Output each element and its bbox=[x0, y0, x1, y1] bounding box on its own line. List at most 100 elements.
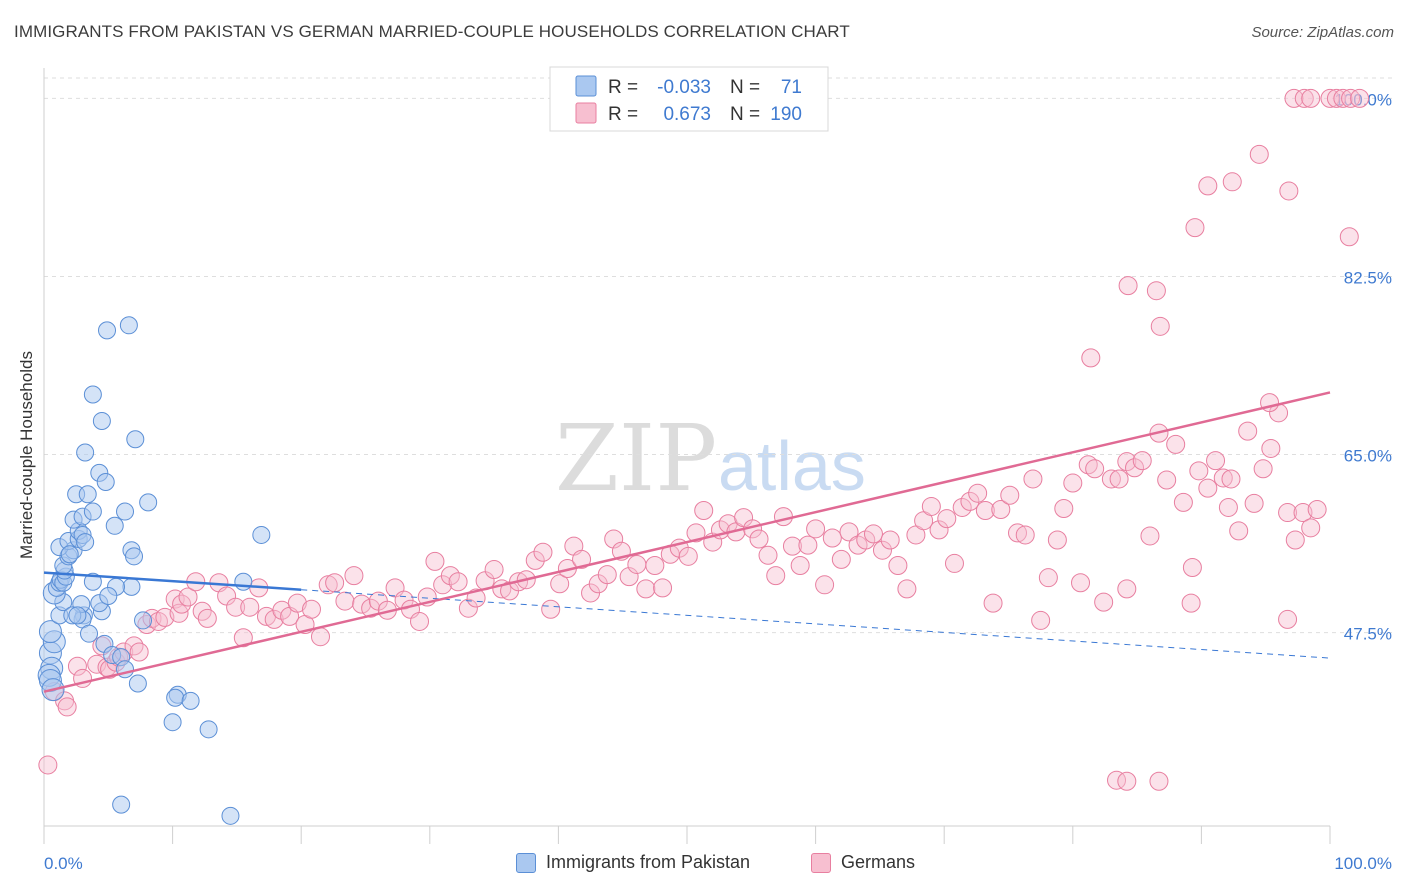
legend-label-pakistan: Immigrants from Pakistan bbox=[546, 852, 751, 872]
germans-point bbox=[466, 588, 486, 608]
germans-point bbox=[1278, 503, 1298, 523]
germans-point bbox=[888, 555, 908, 575]
germans-point bbox=[1094, 592, 1114, 612]
germans-point bbox=[1081, 348, 1101, 368]
legend-item-germans[interactable]: Germans bbox=[811, 852, 915, 873]
germans-point bbox=[272, 600, 292, 620]
germans-point bbox=[1101, 469, 1121, 489]
germans-point bbox=[798, 535, 818, 555]
stats-legend-swatch bbox=[575, 75, 597, 97]
germans-point bbox=[550, 574, 570, 594]
germans-point bbox=[410, 611, 430, 631]
germans-point bbox=[1166, 434, 1186, 454]
germans-point bbox=[57, 697, 77, 717]
germans-point bbox=[310, 627, 330, 647]
pakistan-point bbox=[221, 806, 240, 825]
germans-point bbox=[301, 599, 321, 619]
germans-point bbox=[815, 575, 835, 595]
pakistan-point bbox=[139, 493, 158, 512]
germans-point bbox=[1063, 473, 1083, 493]
germans-point bbox=[627, 554, 647, 574]
source-label: Source: ZipAtlas.com bbox=[1251, 24, 1394, 41]
pakistan-point bbox=[199, 720, 218, 739]
germans-point bbox=[1125, 458, 1145, 478]
germans-point bbox=[831, 549, 851, 569]
germans-point bbox=[1182, 558, 1202, 578]
germans-point bbox=[937, 509, 957, 529]
pakistan-point bbox=[76, 443, 95, 462]
germans-point bbox=[619, 567, 639, 587]
pakistan-point bbox=[122, 577, 141, 596]
germans-point bbox=[822, 528, 842, 548]
legend-swatch-blue bbox=[516, 852, 536, 873]
pakistan-point bbox=[83, 572, 102, 591]
pakistan-point bbox=[83, 502, 102, 521]
germans-point bbox=[880, 530, 900, 550]
germans-point bbox=[1261, 438, 1281, 458]
germans-point bbox=[1244, 493, 1264, 513]
pakistan-point bbox=[116, 502, 135, 521]
germans-point bbox=[572, 549, 592, 569]
germans-point bbox=[325, 573, 345, 593]
pakistan-point bbox=[99, 587, 118, 606]
germans-point bbox=[1149, 771, 1169, 791]
germans-point bbox=[968, 483, 988, 503]
germans-point bbox=[952, 497, 972, 517]
germans-point bbox=[1000, 485, 1020, 505]
pakistan-point bbox=[252, 525, 271, 544]
germans-point bbox=[458, 598, 478, 618]
germans-point bbox=[983, 593, 1003, 613]
stats-n-label: N = bbox=[730, 104, 760, 125]
stats-legend-swatch bbox=[575, 102, 597, 124]
germans-point bbox=[1206, 451, 1226, 471]
germans-point bbox=[1222, 172, 1242, 192]
germans-point bbox=[856, 530, 876, 550]
pakistan-point bbox=[128, 674, 147, 693]
pakistan-point bbox=[92, 411, 111, 430]
stats-r-value: -0.033 bbox=[657, 77, 711, 98]
germans-point bbox=[975, 501, 995, 521]
pakistan-point bbox=[60, 545, 79, 564]
germans-point bbox=[678, 546, 698, 566]
germans-point bbox=[233, 628, 253, 648]
stats-n-label: N = bbox=[730, 77, 760, 98]
y-tick-label: 82.5% bbox=[1344, 268, 1392, 287]
germans-point bbox=[169, 603, 189, 623]
germans-point bbox=[352, 594, 372, 614]
germans-point bbox=[1253, 459, 1273, 479]
germans-point bbox=[839, 522, 859, 542]
germans-point bbox=[287, 593, 307, 613]
germans-point bbox=[67, 656, 87, 676]
germans-point bbox=[897, 579, 917, 599]
germans-point bbox=[766, 566, 786, 586]
pakistan-point bbox=[105, 516, 124, 535]
germans-point bbox=[1301, 518, 1321, 538]
x-tick-label-start: 0.0% bbox=[44, 854, 83, 873]
germans-point bbox=[38, 755, 58, 775]
germans-point bbox=[1185, 218, 1205, 238]
germans-point bbox=[863, 524, 883, 544]
germans-point bbox=[1249, 144, 1269, 164]
germans-point bbox=[1339, 227, 1359, 247]
pakistan-point bbox=[163, 713, 182, 732]
pakistan-point bbox=[80, 624, 99, 643]
germans-point bbox=[1107, 770, 1127, 790]
watermark-zip: ZIP bbox=[555, 405, 717, 512]
germans-point bbox=[1213, 468, 1233, 488]
pakistan-point bbox=[234, 572, 253, 591]
germans-point bbox=[1031, 610, 1051, 630]
germans-point bbox=[1284, 88, 1304, 108]
legend-item-pakistan[interactable]: Immigrants from Pakistan bbox=[516, 852, 750, 873]
germans-point bbox=[694, 501, 714, 521]
germans-point bbox=[448, 572, 468, 592]
stats-r-label: R = bbox=[608, 104, 638, 125]
germans-point bbox=[1350, 88, 1370, 108]
germans-point bbox=[991, 499, 1011, 519]
germans-point bbox=[1198, 176, 1218, 196]
germans-point bbox=[1132, 451, 1152, 471]
germans-point bbox=[1140, 526, 1160, 546]
pakistan-point bbox=[125, 547, 144, 566]
germans-point bbox=[1279, 181, 1299, 201]
pakistan-point bbox=[83, 385, 102, 404]
germans-point bbox=[1038, 568, 1058, 588]
